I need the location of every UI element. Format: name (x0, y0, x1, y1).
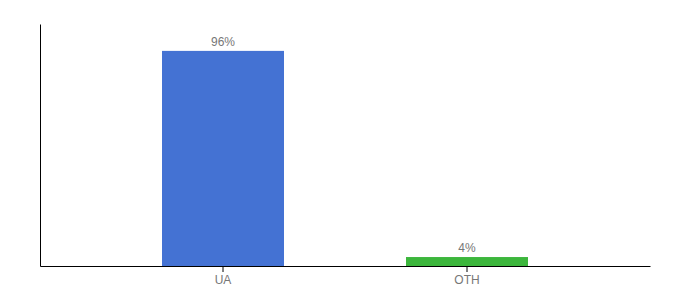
x-tick-mark (467, 266, 468, 272)
x-tick: OTH (454, 266, 479, 287)
x-tick-label: UA (215, 273, 232, 287)
chart-svg: 96% 4% UA OTH (0, 0, 680, 300)
x-axis: UA OTH (41, 266, 651, 287)
data-labels: 96% 4% (211, 35, 476, 255)
bar (406, 257, 528, 266)
x-tick-mark (223, 266, 224, 272)
bar (162, 51, 284, 266)
y-axis (40, 25, 41, 267)
plot-area: 96% 4% UA OTH (41, 25, 651, 287)
bars (162, 51, 528, 266)
data-label: 96% (211, 35, 235, 49)
chart-container: 96% 4% UA OTH (0, 0, 680, 300)
data-label: 4% (458, 241, 476, 255)
y-axis-line (40, 25, 41, 267)
x-axis-line (41, 266, 651, 267)
x-tick: UA (215, 266, 232, 287)
x-tick-label: OTH (454, 273, 479, 287)
